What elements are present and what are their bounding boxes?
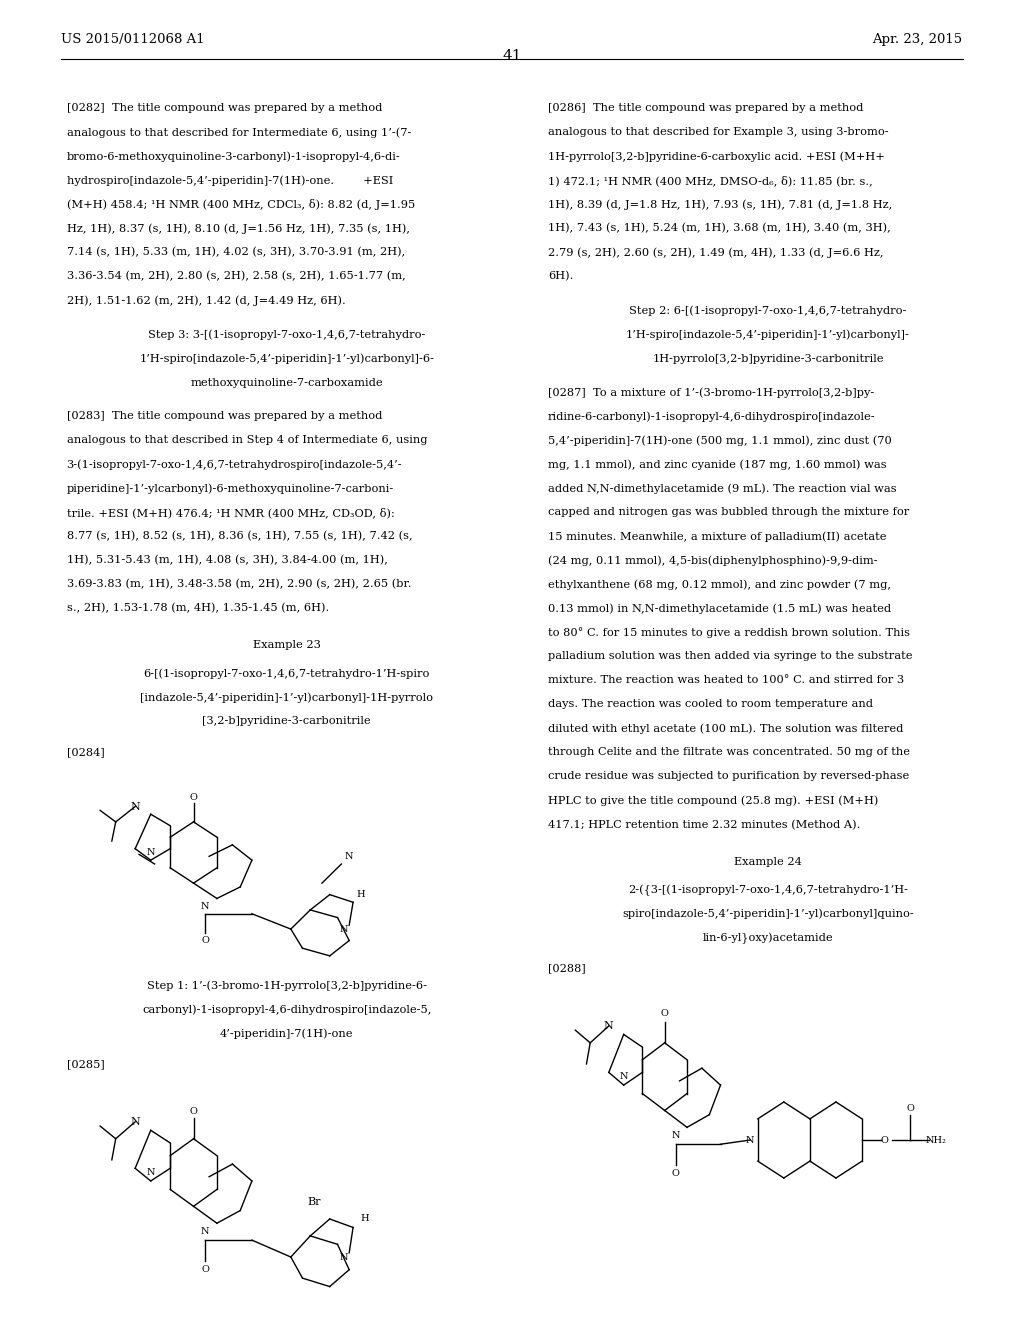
Text: added N,N-dimethylacetamide (9 mL). The reaction vial was: added N,N-dimethylacetamide (9 mL). The … <box>548 483 896 494</box>
Text: [0286]  The title compound was prepared by a method: [0286] The title compound was prepared b… <box>548 103 863 114</box>
Text: piperidine]-1’-ylcarbonyl)-6-methoxyquinoline-7-carboni-: piperidine]-1’-ylcarbonyl)-6-methoxyquin… <box>67 483 394 494</box>
Text: [0284]: [0284] <box>67 747 104 758</box>
Text: 1H), 7.43 (s, 1H), 5.24 (m, 1H), 3.68 (m, 1H), 3.40 (m, 3H),: 1H), 7.43 (s, 1H), 5.24 (m, 1H), 3.68 (m… <box>548 223 891 234</box>
Text: analogous to that described for Example 3, using 3-bromo-: analogous to that described for Example … <box>548 127 889 137</box>
Text: (24 mg, 0.11 mmol), 4,5-bis(diphenylphosphino)-9,9-dim-: (24 mg, 0.11 mmol), 4,5-bis(diphenylphos… <box>548 556 878 566</box>
Text: Step 1: 1’-(3-bromo-1H-pyrrolo[3,2-b]pyridine-6-: Step 1: 1’-(3-bromo-1H-pyrrolo[3,2-b]pyr… <box>146 981 427 991</box>
Text: spiro[indazole-5,4’-piperidin]-1’-yl)carbonyl]quino-: spiro[indazole-5,4’-piperidin]-1’-yl)car… <box>623 908 913 919</box>
Text: 1’H-spiro[indazole-5,4’-piperidin]-1’-yl)carbonyl]-: 1’H-spiro[indazole-5,4’-piperidin]-1’-yl… <box>626 330 910 341</box>
Text: [0285]: [0285] <box>67 1059 104 1069</box>
Text: [indazole-5,4’-piperidin]-1’-yl)carbonyl]-1H-pyrrolo: [indazole-5,4’-piperidin]-1’-yl)carbonyl… <box>140 693 433 704</box>
Text: 4’-piperidin]-7(1H)-one: 4’-piperidin]-7(1H)-one <box>220 1028 353 1039</box>
Text: lin-6-yl}oxy)acetamide: lin-6-yl}oxy)acetamide <box>702 933 834 944</box>
Text: capped and nitrogen gas was bubbled through the mixture for: capped and nitrogen gas was bubbled thro… <box>548 507 909 517</box>
Text: bromo-6-methoxyquinoline-3-carbonyl)-1-isopropyl-4,6-di-: bromo-6-methoxyquinoline-3-carbonyl)-1-i… <box>67 150 400 161</box>
Text: days. The reaction was cooled to room temperature and: days. The reaction was cooled to room te… <box>548 700 872 709</box>
Text: s., 2H), 1.53-1.78 (m, 4H), 1.35-1.45 (m, 6H).: s., 2H), 1.53-1.78 (m, 4H), 1.35-1.45 (m… <box>67 603 329 614</box>
Text: 1H), 8.39 (d, J=1.8 Hz, 1H), 7.93 (s, 1H), 7.81 (d, J=1.8 Hz,: 1H), 8.39 (d, J=1.8 Hz, 1H), 7.93 (s, 1H… <box>548 199 892 210</box>
Text: 2H), 1.51-1.62 (m, 2H), 1.42 (d, J=4.49 Hz, 6H).: 2H), 1.51-1.62 (m, 2H), 1.42 (d, J=4.49 … <box>67 296 345 306</box>
Text: 1) 472.1; ¹H NMR (400 MHz, DMSO-d₆, δ): 11.85 (br. s.,: 1) 472.1; ¹H NMR (400 MHz, DMSO-d₆, δ): … <box>548 176 872 186</box>
Text: [0282]  The title compound was prepared by a method: [0282] The title compound was prepared b… <box>67 103 382 114</box>
Text: palladium solution was then added via syringe to the substrate: palladium solution was then added via sy… <box>548 651 912 661</box>
Text: [0287]  To a mixture of 1’-(3-bromo-1H-pyrrolo[3,2-b]py-: [0287] To a mixture of 1’-(3-bromo-1H-py… <box>548 387 874 397</box>
Text: ridine-6-carbonyl)-1-isopropyl-4,6-dihydrospiro[indazole-: ridine-6-carbonyl)-1-isopropyl-4,6-dihyd… <box>548 411 876 421</box>
Text: Apr. 23, 2015: Apr. 23, 2015 <box>872 33 963 46</box>
Text: 1H-pyrrolo[3,2-b]pyridine-6-carboxylic acid. +ESI (M+H+: 1H-pyrrolo[3,2-b]pyridine-6-carboxylic a… <box>548 150 885 161</box>
Text: 3.36-3.54 (m, 2H), 2.80 (s, 2H), 2.58 (s, 2H), 1.65-1.77 (m,: 3.36-3.54 (m, 2H), 2.80 (s, 2H), 2.58 (s… <box>67 271 406 281</box>
Text: 6-[(1-isopropyl-7-oxo-1,4,6,7-tetrahydro-1’H-spiro: 6-[(1-isopropyl-7-oxo-1,4,6,7-tetrahydro… <box>143 668 430 678</box>
Text: 2.79 (s, 2H), 2.60 (s, 2H), 1.49 (m, 4H), 1.33 (d, J=6.6 Hz,: 2.79 (s, 2H), 2.60 (s, 2H), 1.49 (m, 4H)… <box>548 247 884 257</box>
Text: Step 3: 3-[(1-isopropyl-7-oxo-1,4,6,7-tetrahydro-: Step 3: 3-[(1-isopropyl-7-oxo-1,4,6,7-te… <box>148 330 425 341</box>
Text: HPLC to give the title compound (25.8 mg). +ESI (M+H): HPLC to give the title compound (25.8 mg… <box>548 796 879 807</box>
Text: 1H-pyrrolo[3,2-b]pyridine-3-carbonitrile: 1H-pyrrolo[3,2-b]pyridine-3-carbonitrile <box>652 354 884 364</box>
Text: 1H), 5.31-5.43 (m, 1H), 4.08 (s, 3H), 3.84-4.00 (m, 1H),: 1H), 5.31-5.43 (m, 1H), 4.08 (s, 3H), 3.… <box>67 556 387 565</box>
Text: analogous to that described for Intermediate 6, using 1’-(7-: analogous to that described for Intermed… <box>67 127 411 137</box>
Text: 41: 41 <box>502 49 522 63</box>
Text: [0283]  The title compound was prepared by a method: [0283] The title compound was prepared b… <box>67 411 382 421</box>
Text: through Celite and the filtrate was concentrated. 50 mg of the: through Celite and the filtrate was conc… <box>548 747 910 758</box>
Text: hydrospiro[indazole-5,4’-piperidin]-7(1H)-one.        +ESI: hydrospiro[indazole-5,4’-piperidin]-7(1H… <box>67 176 393 186</box>
Text: mg, 1.1 mmol), and zinc cyanide (187 mg, 1.60 mmol) was: mg, 1.1 mmol), and zinc cyanide (187 mg,… <box>548 459 887 470</box>
Text: Example 24: Example 24 <box>734 857 802 867</box>
Text: crude residue was subjected to purification by reversed-phase: crude residue was subjected to purificat… <box>548 771 909 781</box>
Text: 5,4’-piperidin]-7(1H)-one (500 mg, 1.1 mmol), zinc dust (70: 5,4’-piperidin]-7(1H)-one (500 mg, 1.1 m… <box>548 436 892 446</box>
Text: 0.13 mmol) in N,N-dimethylacetamide (1.5 mL) was heated: 0.13 mmol) in N,N-dimethylacetamide (1.5… <box>548 603 891 614</box>
Text: 2-({3-[(1-isopropyl-7-oxo-1,4,6,7-tetrahydro-1’H-: 2-({3-[(1-isopropyl-7-oxo-1,4,6,7-tetrah… <box>628 884 908 896</box>
Text: mixture. The reaction was heated to 100° C. and stirred for 3: mixture. The reaction was heated to 100°… <box>548 676 904 685</box>
Text: 8.77 (s, 1H), 8.52 (s, 1H), 8.36 (s, 1H), 7.55 (s, 1H), 7.42 (s,: 8.77 (s, 1H), 8.52 (s, 1H), 8.36 (s, 1H)… <box>67 531 413 541</box>
Text: analogous to that described in Step 4 of Intermediate 6, using: analogous to that described in Step 4 of… <box>67 436 427 445</box>
Text: trile. +ESI (M+H) 476.4; ¹H NMR (400 MHz, CD₃OD, δ):: trile. +ESI (M+H) 476.4; ¹H NMR (400 MHz… <box>67 507 394 517</box>
Text: 3.69-3.83 (m, 1H), 3.48-3.58 (m, 2H), 2.90 (s, 2H), 2.65 (br.: 3.69-3.83 (m, 1H), 3.48-3.58 (m, 2H), 2.… <box>67 579 411 590</box>
Text: 15 minutes. Meanwhile, a mixture of palladium(II) acetate: 15 minutes. Meanwhile, a mixture of pall… <box>548 531 887 541</box>
Text: Hz, 1H), 8.37 (s, 1H), 8.10 (d, J=1.56 Hz, 1H), 7.35 (s, 1H),: Hz, 1H), 8.37 (s, 1H), 8.10 (d, J=1.56 H… <box>67 223 410 234</box>
Text: [0288]: [0288] <box>548 964 586 973</box>
Text: methoxyquinoline-7-carboxamide: methoxyquinoline-7-carboxamide <box>190 378 383 388</box>
Text: 417.1; HPLC retention time 2.32 minutes (Method A).: 417.1; HPLC retention time 2.32 minutes … <box>548 820 860 830</box>
Text: Example 23: Example 23 <box>253 640 321 651</box>
Text: to 80° C. for 15 minutes to give a reddish brown solution. This: to 80° C. for 15 minutes to give a reddi… <box>548 627 910 638</box>
Text: 6H).: 6H). <box>548 271 573 281</box>
Text: (M+H) 458.4; ¹H NMR (400 MHz, CDCl₃, δ): 8.82 (d, J=1.95: (M+H) 458.4; ¹H NMR (400 MHz, CDCl₃, δ):… <box>67 199 415 210</box>
Text: 7.14 (s, 1H), 5.33 (m, 1H), 4.02 (s, 3H), 3.70-3.91 (m, 2H),: 7.14 (s, 1H), 5.33 (m, 1H), 4.02 (s, 3H)… <box>67 247 404 257</box>
Text: ethylxanthene (68 mg, 0.12 mmol), and zinc powder (7 mg,: ethylxanthene (68 mg, 0.12 mmol), and zi… <box>548 579 891 590</box>
Text: US 2015/0112068 A1: US 2015/0112068 A1 <box>61 33 205 46</box>
Text: 1’H-spiro[indazole-5,4’-piperidin]-1’-yl)carbonyl]-6-: 1’H-spiro[indazole-5,4’-piperidin]-1’-yl… <box>139 354 434 364</box>
Text: 3-(1-isopropyl-7-oxo-1,4,6,7-tetrahydrospiro[indazole-5,4’-: 3-(1-isopropyl-7-oxo-1,4,6,7-tetrahydros… <box>67 459 402 470</box>
Text: carbonyl)-1-isopropyl-4,6-dihydrospiro[indazole-5,: carbonyl)-1-isopropyl-4,6-dihydrospiro[i… <box>142 1005 431 1015</box>
Text: Step 2: 6-[(1-isopropyl-7-oxo-1,4,6,7-tetrahydro-: Step 2: 6-[(1-isopropyl-7-oxo-1,4,6,7-te… <box>630 306 906 317</box>
Text: [3,2-b]pyridine-3-carbonitrile: [3,2-b]pyridine-3-carbonitrile <box>203 717 371 726</box>
Text: diluted with ethyl acetate (100 mL). The solution was filtered: diluted with ethyl acetate (100 mL). The… <box>548 723 903 734</box>
